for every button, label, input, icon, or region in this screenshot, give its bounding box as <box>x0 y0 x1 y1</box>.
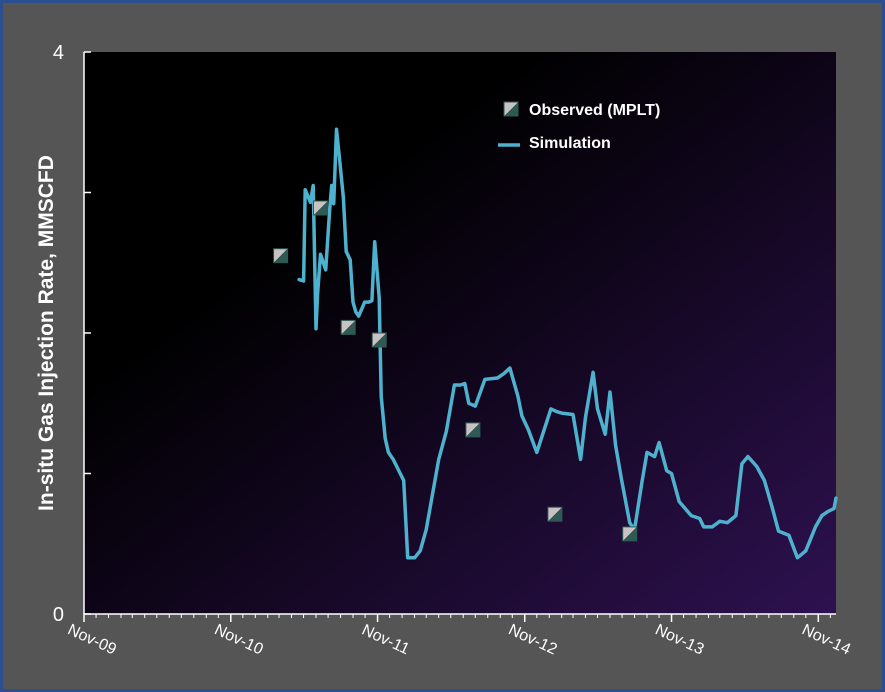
x-tick-label: Nov-14 <box>799 621 853 658</box>
observed-point <box>371 332 387 348</box>
observed-point <box>340 319 356 335</box>
legend-label-observed: Observed (MPLT) <box>529 102 660 119</box>
y-axis-label: In-situ Gas Injection Rate, MMSCFD <box>35 155 58 511</box>
observed-point <box>273 248 289 264</box>
y-ticks: 04 <box>53 42 91 626</box>
plot-area <box>84 52 836 614</box>
legend: Observed (MPLT) Simulation <box>498 101 660 152</box>
legend-marker-observed <box>503 101 519 117</box>
x-ticks: Nov-09 Nov-10 Nov-11 Nov-12 Nov-13 Nov-14 <box>65 614 853 659</box>
y-tick-label: 0 <box>53 604 64 626</box>
x-tick-label: Nov-10 <box>212 621 266 658</box>
x-tick-label: Nov-09 <box>65 621 119 658</box>
y-tick-label: 4 <box>53 42 64 64</box>
x-tick-label: Nov-13 <box>652 621 706 658</box>
x-tick-label: Nov-12 <box>506 621 560 658</box>
series-layer <box>273 127 838 560</box>
x-tick-label: Nov-11 <box>359 622 412 659</box>
observed-point <box>622 526 638 542</box>
simulation-line <box>297 127 838 560</box>
observed-point <box>547 506 563 522</box>
legend-label-simulation: Simulation <box>529 135 611 152</box>
observed-point <box>313 200 328 216</box>
observed-point <box>465 422 481 438</box>
